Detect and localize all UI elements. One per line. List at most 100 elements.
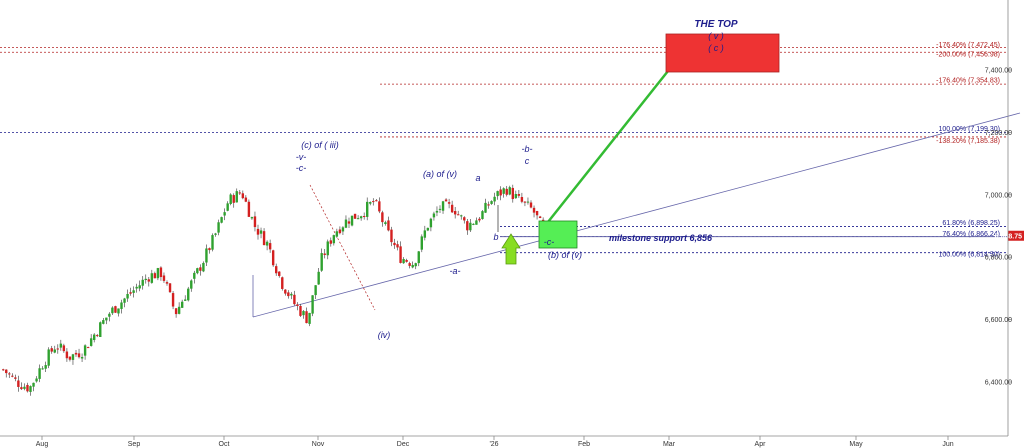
last-price-label: 6,868.75 — [995, 233, 1022, 240]
fib-label: 61.80% (6,898.25) — [942, 220, 1000, 227]
candle-body — [293, 294, 296, 305]
candle-body — [196, 268, 199, 274]
candle-body — [484, 202, 487, 213]
y-tick-label: 7,000.00 — [985, 192, 1012, 199]
candle-body — [259, 230, 263, 234]
candle-body — [26, 384, 29, 392]
candle-body — [41, 368, 44, 370]
candle-body — [126, 293, 129, 299]
last-price-tag — [1008, 230, 1024, 241]
candle-body — [211, 235, 214, 250]
candle-body — [247, 201, 251, 217]
candle-body — [393, 242, 396, 246]
candle-body — [177, 306, 181, 314]
candle-body — [17, 380, 20, 387]
candle-body — [168, 283, 172, 293]
candle-body — [244, 197, 248, 202]
candle-body — [532, 207, 536, 213]
candle-body — [208, 248, 211, 251]
candle-body — [514, 194, 518, 199]
candle-body — [335, 231, 339, 237]
candle-body — [432, 213, 436, 218]
candle-body — [65, 351, 69, 359]
candle-body — [120, 302, 123, 309]
candle-body — [23, 386, 26, 389]
candle-body — [56, 348, 59, 350]
candle-body — [375, 200, 378, 202]
candle-body — [378, 201, 381, 212]
candle-body — [2, 369, 5, 371]
candle-body — [329, 240, 332, 244]
candle-body — [205, 248, 208, 263]
candle-body — [14, 377, 17, 379]
candle-body — [156, 268, 160, 279]
candle-body — [302, 311, 305, 316]
candle-body — [453, 211, 457, 215]
candle-body — [411, 264, 414, 268]
candle-body — [265, 241, 269, 246]
candle-body — [441, 201, 445, 211]
wave-label: -v- — [296, 152, 307, 162]
candle-body — [350, 215, 354, 226]
candle-body — [8, 373, 11, 375]
candle-body — [147, 279, 150, 282]
wave-label: (iv) — [378, 330, 391, 340]
candle-body — [523, 201, 527, 203]
top-box — [665, 33, 780, 73]
candle-body — [353, 213, 357, 219]
candle-body — [229, 194, 232, 204]
candle-body — [193, 272, 196, 279]
candle-body — [138, 285, 141, 289]
candle-body — [47, 349, 50, 366]
candle-body — [202, 262, 205, 272]
wave-label: -c- — [296, 163, 307, 173]
y-tick-label: 6,800.00 — [985, 255, 1012, 262]
candle-body — [341, 227, 345, 232]
candle-body — [463, 217, 466, 221]
candle-body — [44, 365, 47, 369]
candle-body — [520, 197, 524, 202]
candle-body — [469, 222, 472, 231]
candle-body — [80, 357, 84, 359]
top-box-wave: ( v ) — [708, 31, 724, 41]
candle-body — [62, 345, 66, 352]
candle-body — [481, 211, 484, 220]
candle-body — [253, 216, 257, 228]
trend-layer — [252, 112, 1021, 318]
x-tick-label: Nov — [312, 441, 325, 448]
candle-body — [5, 369, 8, 374]
candle-body — [390, 229, 393, 243]
candle-body — [165, 282, 169, 284]
candle-body — [305, 311, 308, 324]
candle-body — [135, 286, 138, 289]
fib-label: 76.40% (6,866.24) — [942, 231, 1000, 238]
y-tick-label: 6,400.00 — [985, 380, 1012, 387]
candle-body — [487, 204, 490, 206]
candle-body — [517, 194, 521, 196]
candle-body — [102, 320, 105, 324]
candle-body — [77, 353, 81, 358]
candle-body — [450, 204, 454, 213]
candle-body — [171, 293, 175, 307]
candle-body — [526, 201, 530, 203]
candle-body — [96, 335, 99, 337]
candle-body — [53, 349, 56, 353]
candle-body — [511, 187, 514, 200]
wave-label: (b) of (v) — [548, 250, 582, 260]
candle-body — [496, 191, 499, 197]
candle-body — [429, 218, 433, 228]
candle-body — [444, 199, 448, 202]
candle-body — [472, 223, 475, 225]
candle-body — [117, 308, 120, 314]
candle-body — [59, 343, 63, 348]
wave-label: c — [525, 156, 530, 166]
candle-layer — [2, 184, 548, 396]
candle-body — [220, 217, 223, 223]
candle-body — [460, 215, 463, 217]
y-tick-label: 7,400.00 — [985, 68, 1012, 75]
candle-body — [153, 273, 157, 279]
candle-body — [423, 230, 427, 238]
fib-label: 100.00% (6,814.50) — [939, 252, 1001, 259]
candle-body — [32, 382, 35, 387]
